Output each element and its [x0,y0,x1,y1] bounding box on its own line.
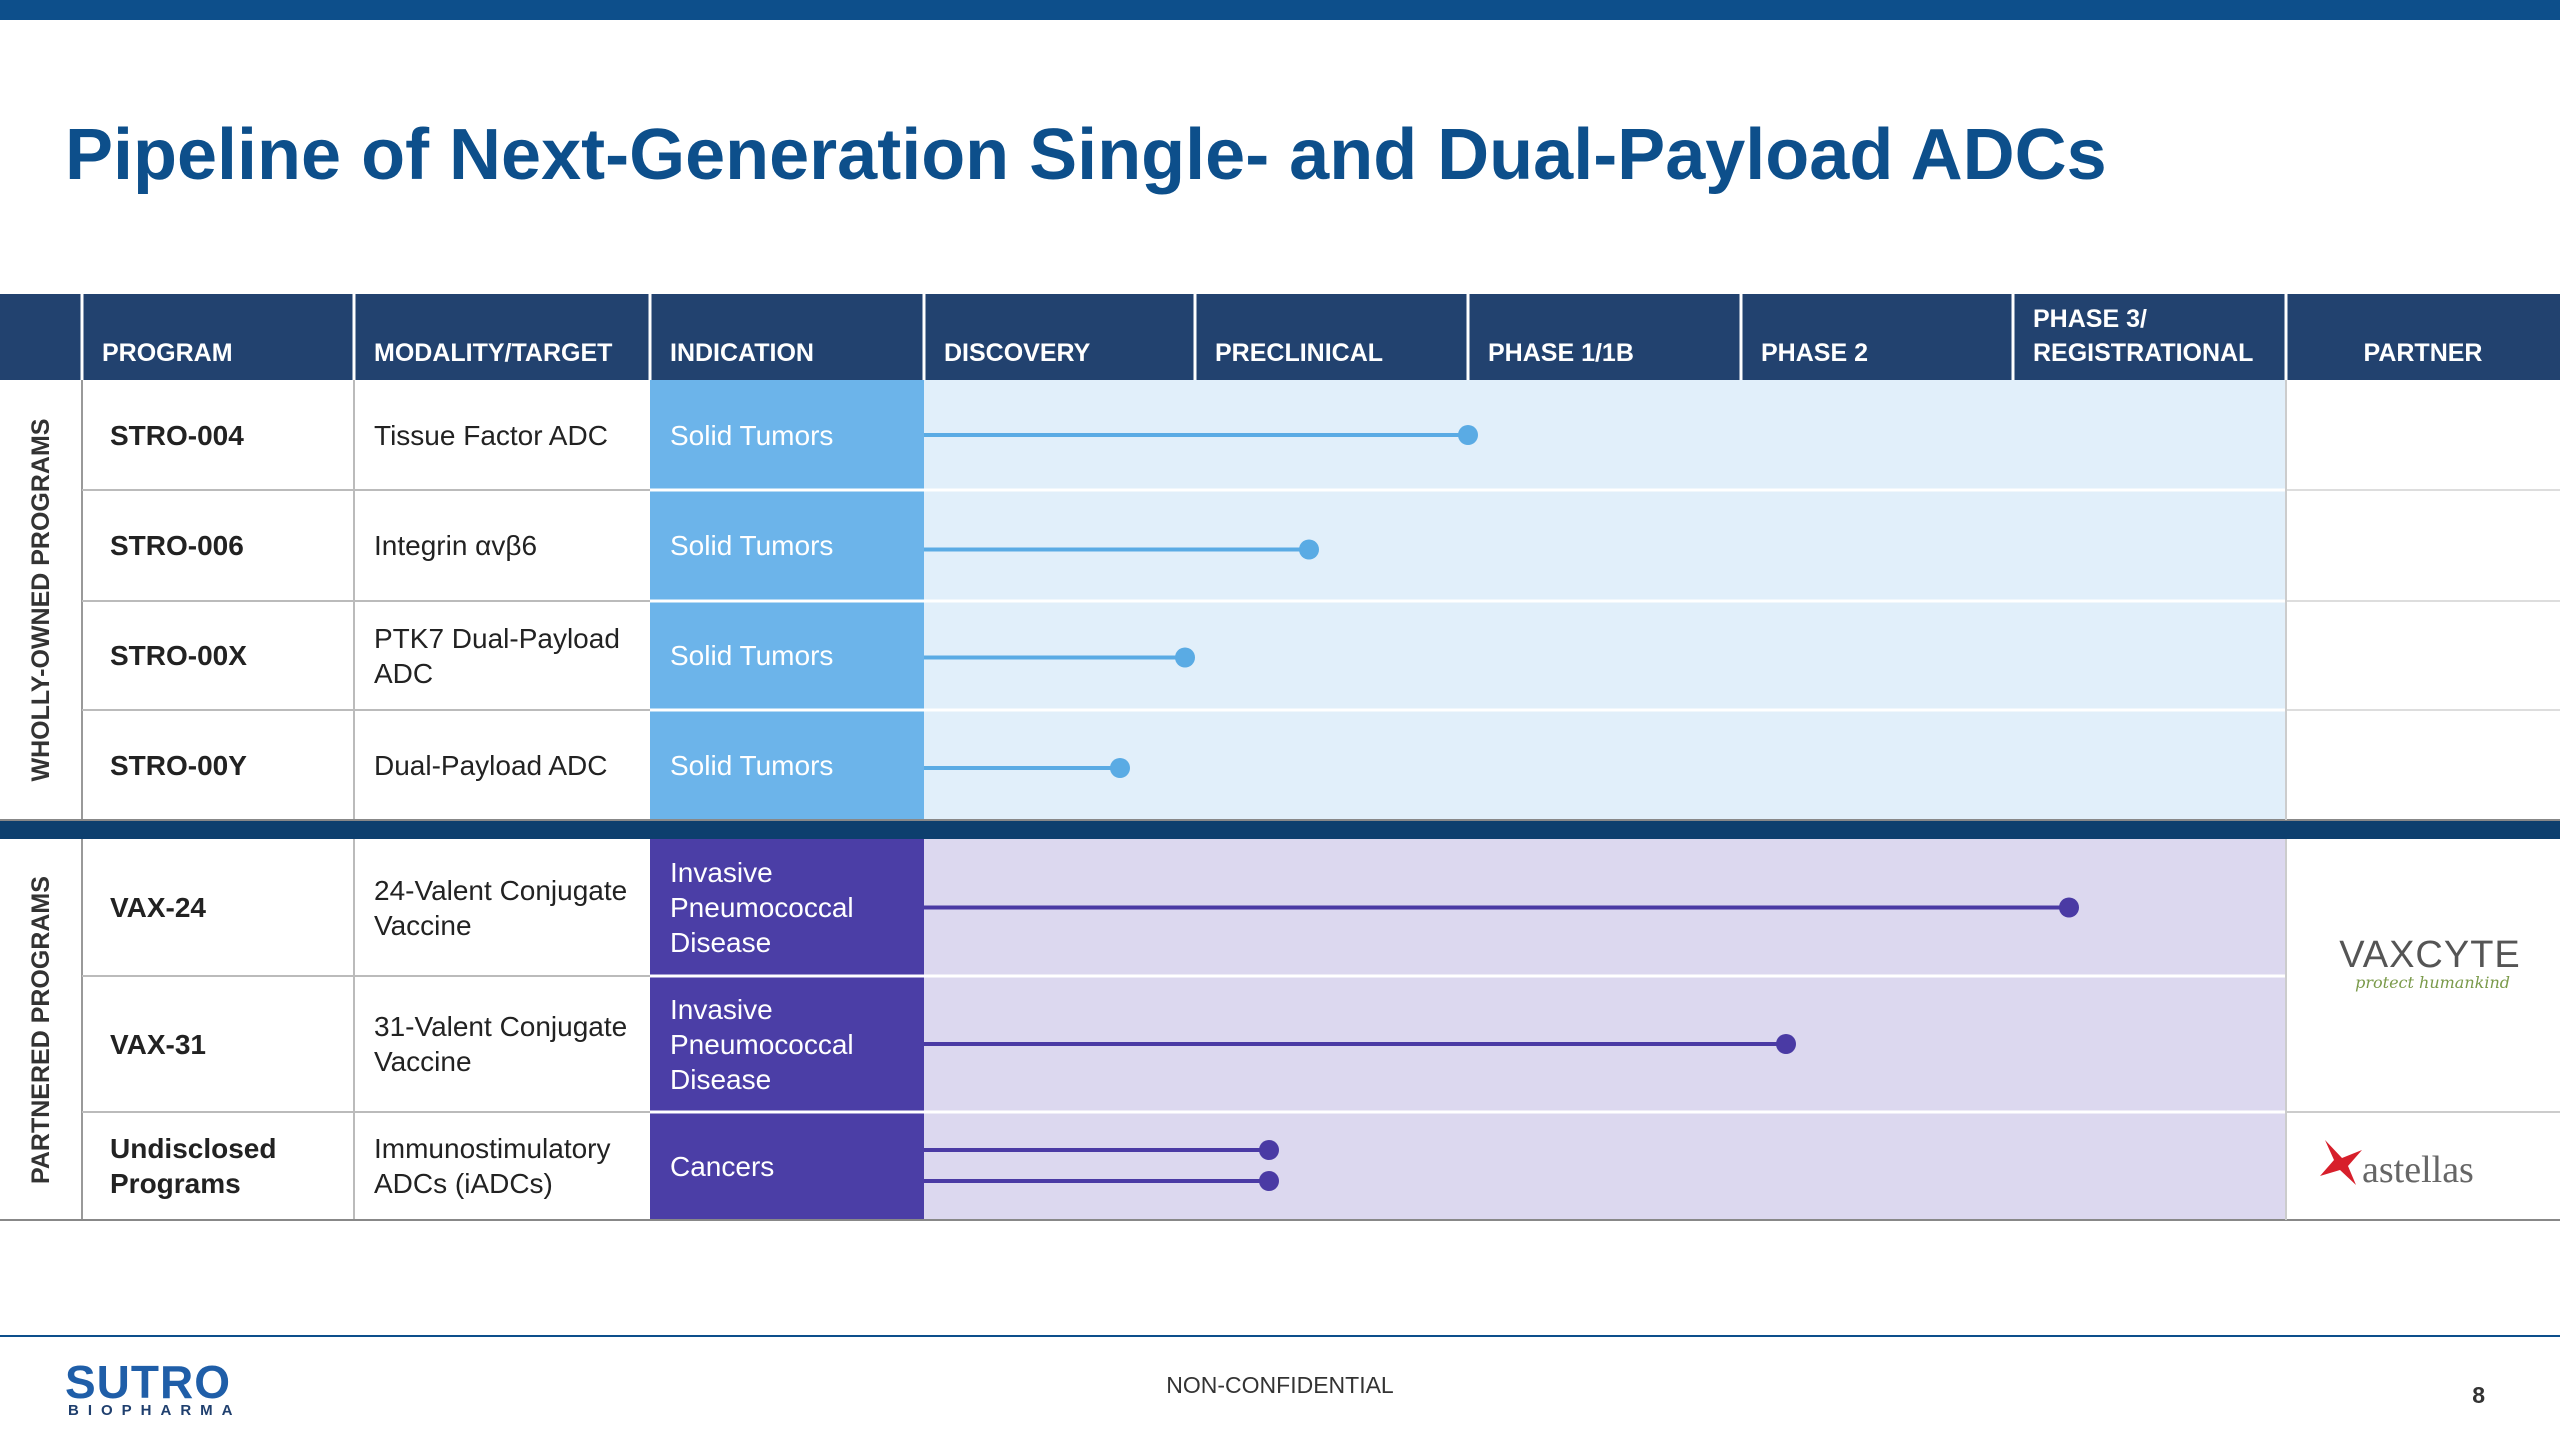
indication: Solid Tumors [670,640,834,671]
title: Pipeline of Next-Generation Single- and … [65,115,2107,195]
astellas-star [2320,1140,2362,1185]
progress-end [1458,425,1478,445]
modality: PTK7 Dual-Payload ADC [374,622,620,689]
footer-label: NON-CONFIDENTIAL [1166,1371,1394,1398]
program: VAX-24 [110,892,206,923]
partner-tagline: protect humankind [2355,972,2510,992]
column-header: PHASE 3/ REGISTRATIONAL [2033,305,2254,367]
modality: Tissue Factor ADC [374,419,608,451]
logo-sub: BIOPHARMA [68,1401,242,1419]
modality: 24-Valent Conjugate Vaccine [374,874,628,941]
partner-logo: astellas [2362,1149,2474,1191]
indication: Cancers [670,1150,775,1182]
track-bg [924,839,2286,1220]
column-header: PHASE 2 [1761,339,1868,367]
program: STRO-006 [110,530,244,561]
group-divider [0,820,2560,839]
column-header: PRECLINICAL [1215,339,1384,367]
progress-end [2059,897,2079,918]
header-row [0,294,2560,380]
column-header: PARTNER [2363,339,2483,367]
progress-end [1110,758,1130,778]
progress-end [1259,1140,1279,1160]
progress-end [1259,1171,1279,1191]
column-header: INDICATION [670,339,814,367]
progress-end [1299,539,1319,560]
program: STRO-00Y [110,749,247,781]
modality: Dual-Payload ADC [374,749,608,781]
program: VAX-31 [110,1028,206,1060]
partner-logo: VAXCYTE [2339,933,2521,976]
indication: Invasive Pneumococcal Disease [670,993,854,1095]
indication: Solid Tumors [670,419,834,451]
program: STRO-00X [110,640,247,671]
progress-end [1175,647,1195,668]
logo: SUTRO [65,1356,231,1408]
indication: Invasive Pneumococcal Disease [670,857,854,958]
modality: 31-Valent Conjugate Vaccine [374,1011,628,1077]
column-header: DISCOVERY [944,339,1091,367]
top-bar [0,0,2560,20]
page-number: 8 [2472,1381,2485,1408]
group-label: WHOLLY-OWNED PROGRAMS [26,418,55,782]
group-label: PARTNERED PROGRAMS [26,875,55,1184]
column-header: PROGRAM [102,339,233,367]
indication: Solid Tumors [670,749,834,781]
progress-end [1776,1034,1796,1054]
column-header: PHASE 1/1B [1488,339,1634,367]
column-header: MODALITY/TARGET [374,339,613,367]
program: STRO-004 [110,419,244,451]
modality: Immunostimulatory ADCs (iADCs) [374,1133,611,1199]
indication-bg [650,839,924,1220]
program: Undisclosed Programs [110,1133,277,1199]
modality: Integrin αvβ6 [374,530,538,561]
indication: Solid Tumors [670,530,834,561]
